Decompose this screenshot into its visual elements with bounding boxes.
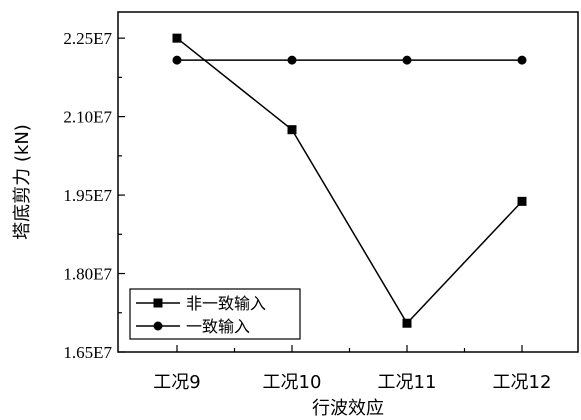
x-tick-label: 工况11 xyxy=(378,372,437,393)
x-axis-title: 行波效应 xyxy=(312,398,384,419)
legend-marker-circle xyxy=(153,321,163,331)
y-tick-label: 1.80E7 xyxy=(63,265,112,284)
series-1-point xyxy=(172,33,182,43)
series-2-point xyxy=(402,55,412,65)
series-1-point xyxy=(287,125,297,135)
series-2-point xyxy=(287,55,297,65)
legend-label-uniform: 一致输入 xyxy=(186,317,250,336)
series-line-1 xyxy=(176,37,523,325)
x-tick-label: 工况9 xyxy=(153,372,200,393)
y-axis-title: 塔底剪力 (kN) xyxy=(12,124,33,240)
x-tick-label: 工况10 xyxy=(263,372,322,393)
x-axis: 工况9 工况10 工况11 工况12 xyxy=(153,345,551,393)
x-tick-label: 工况12 xyxy=(493,372,552,393)
series-layer xyxy=(172,33,527,328)
y-tick-label: 1.95E7 xyxy=(63,186,112,205)
y-axis: 1.65E7 1.80E7 1.95E7 2.10E7 2.25E7 xyxy=(63,29,125,362)
y-tick-label: 1.65E7 xyxy=(63,343,112,362)
legend-box xyxy=(129,288,301,340)
legend-marker-square xyxy=(153,298,163,308)
plot-area xyxy=(117,11,579,353)
series-1-point xyxy=(517,196,527,206)
legend-label-nonuniform: 非一致输入 xyxy=(186,294,266,313)
y-tick-label: 2.10E7 xyxy=(63,108,112,127)
legend: 非一致输入 一致输入 xyxy=(129,288,301,340)
plot-frame xyxy=(117,11,579,353)
series-1-point xyxy=(402,318,412,328)
series-2-point xyxy=(172,55,182,65)
series-2-point xyxy=(517,55,527,65)
y-tick-label: 2.25E7 xyxy=(63,29,112,48)
